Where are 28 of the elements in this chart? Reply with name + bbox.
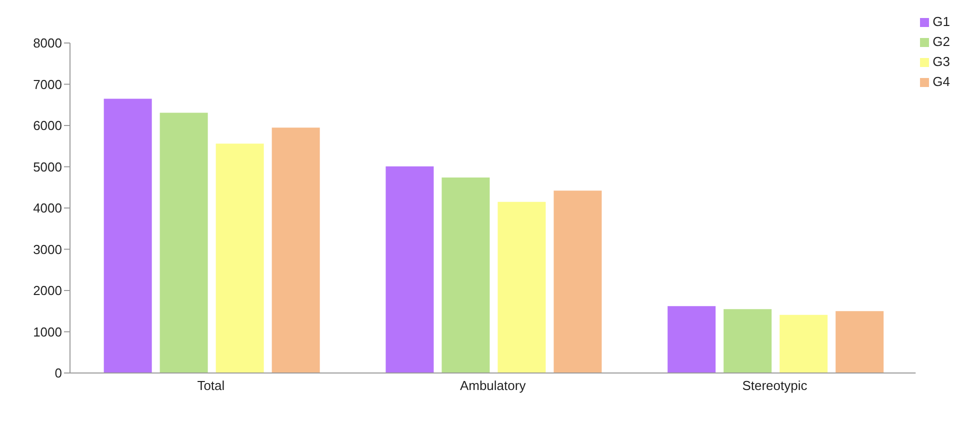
bar (554, 190, 602, 373)
bar (836, 311, 884, 373)
x-tick-label: Stereotypic (742, 378, 808, 394)
legend-label: G2 (932, 34, 950, 49)
x-tick-label: Total (197, 378, 225, 394)
y-tick-label: 0 (54, 366, 62, 381)
x-tick-label: Ambulatory (460, 378, 526, 394)
bar (668, 306, 716, 373)
legend-label: G3 (932, 54, 950, 69)
bar (160, 112, 208, 373)
y-tick-label: 6000 (33, 118, 62, 134)
bar (780, 314, 828, 373)
y-tick-label: 5000 (33, 159, 62, 174)
y-tick-label: 1000 (33, 324, 62, 340)
bar (272, 128, 320, 373)
bar (442, 177, 490, 373)
y-tick-label: 4000 (33, 200, 62, 216)
bar (724, 309, 772, 373)
bar (104, 98, 152, 373)
bar (498, 202, 546, 373)
y-tick-label: 2000 (33, 283, 62, 298)
y-tick-label: 3000 (33, 242, 62, 257)
bar (216, 144, 264, 373)
y-tick-label: 7000 (33, 76, 62, 92)
bar (386, 166, 434, 373)
legend-label: G4 (932, 74, 950, 89)
y-tick-label: 8000 (33, 36, 62, 51)
legend-label: G1 (932, 14, 950, 29)
